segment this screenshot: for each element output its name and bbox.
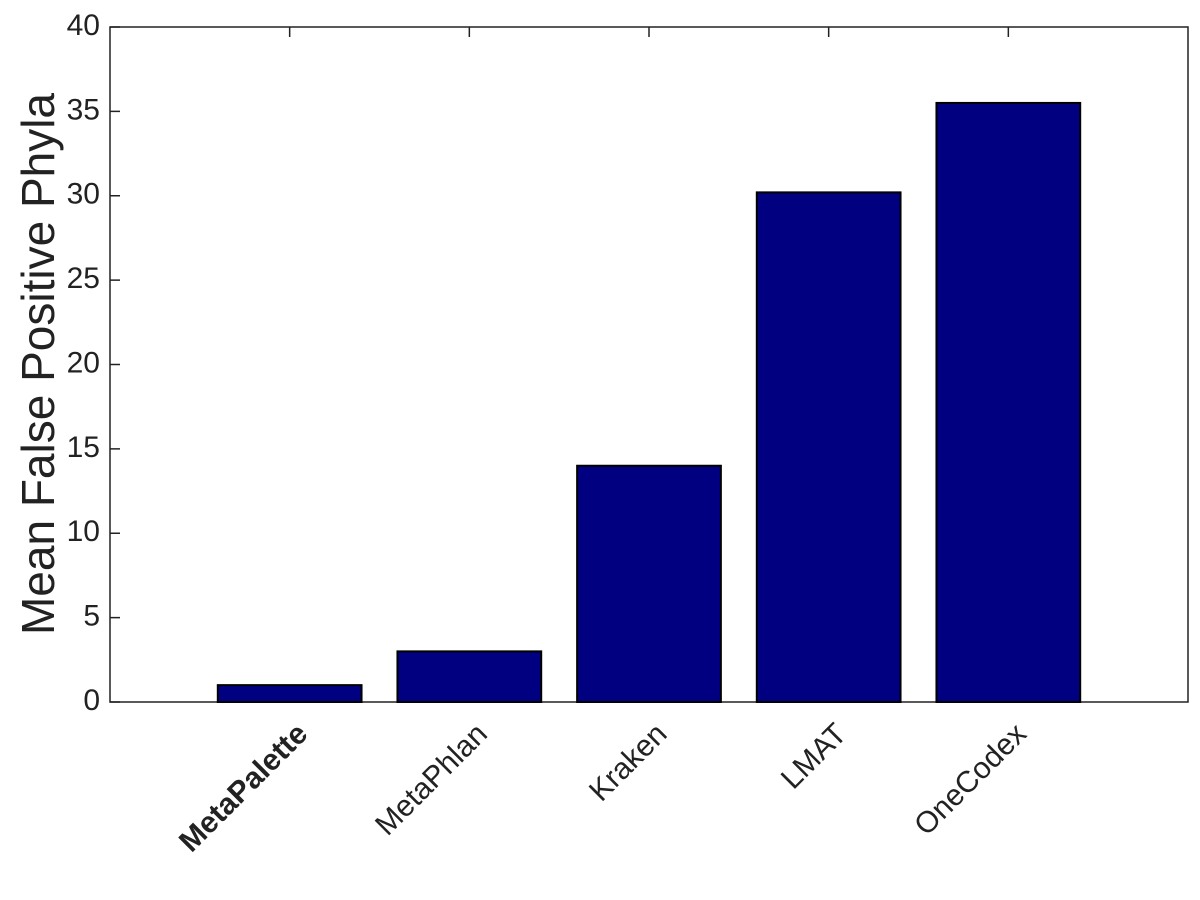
bar: [396, 650, 543, 703]
bar: [576, 464, 722, 703]
y-tick-label: 35: [67, 93, 100, 126]
bar: [755, 191, 902, 703]
x-tick-label: Kraken: [583, 717, 674, 808]
y-tick-label: 20: [67, 346, 100, 379]
y-tick-label: 10: [67, 515, 100, 548]
bar: [935, 101, 1082, 703]
y-tick-label: 30: [67, 178, 100, 211]
y-tick-label: 40: [67, 9, 100, 42]
y-tick-label: 25: [67, 262, 100, 295]
y-axis-label: Mean False Positive Phyla: [12, 93, 64, 635]
x-tick-label: MetaPalette: [173, 717, 314, 858]
x-tick-label: MetaPhlan: [369, 717, 494, 842]
y-tick-label: 0: [83, 684, 100, 717]
bar: [216, 684, 363, 703]
x-tick-label: OneCodex: [908, 717, 1033, 842]
y-tick-label: 15: [67, 431, 100, 464]
y-tick-label: 5: [83, 600, 100, 633]
x-tick-label: LMAT: [775, 717, 853, 795]
